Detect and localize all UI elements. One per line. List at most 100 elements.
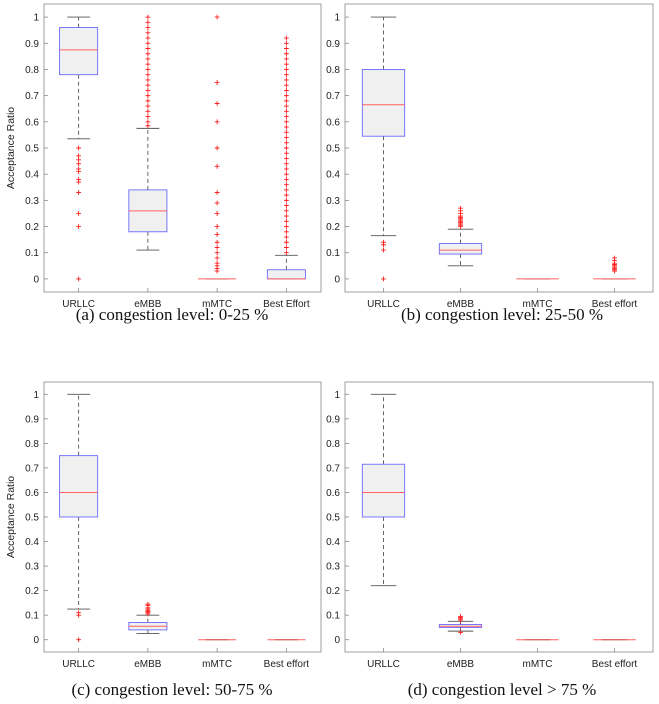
outlier-marker	[76, 179, 82, 185]
outlier-marker	[214, 211, 220, 216]
outlier-marker	[381, 242, 386, 248]
outlier-marker	[283, 56, 289, 62]
outlier-marker	[283, 213, 289, 219]
outlier-marker	[214, 101, 220, 106]
outlier-marker	[145, 35, 151, 41]
x-tick-label: eMBB	[447, 299, 475, 310]
y-tick-label: 0.6	[326, 117, 340, 128]
y-tick-label: 0.8	[326, 65, 340, 76]
box	[361, 69, 406, 137]
outlier-marker	[145, 46, 151, 51]
outlier-marker	[76, 276, 82, 282]
y-tick-label: 0.1	[326, 248, 340, 259]
outlier-marker	[283, 93, 289, 99]
x-tick-label: Best effort	[592, 299, 638, 310]
caption-c: (c) congestion level: 50-75 %	[71, 680, 272, 699]
y-tick-label: 0.7	[326, 91, 340, 102]
outlier-marker	[145, 30, 151, 36]
y-tick-label: 0.4	[326, 170, 340, 181]
caption-a: (a) congestion level: 0-25 %	[76, 305, 269, 324]
x-tick-label: URLLC	[367, 659, 400, 670]
outlier-marker	[145, 56, 151, 62]
x-tick-label: eMBB	[134, 659, 162, 670]
y-tick-label: 0.4	[25, 170, 39, 181]
outlier-marker	[283, 208, 289, 214]
y-tick-label: 1	[33, 390, 39, 401]
outlier-marker	[76, 211, 82, 216]
outlier-marker	[283, 98, 289, 104]
plot-frame	[344, 3, 654, 293]
y-tick-label: 0.2	[326, 222, 340, 233]
outlier-marker	[283, 35, 289, 41]
y-tick-label: 0.5	[25, 513, 39, 524]
outlier-marker	[76, 612, 82, 618]
y-tick-label: 0.1	[25, 248, 39, 259]
y-tick-label: 0	[334, 635, 340, 646]
outlier-marker	[381, 247, 386, 253]
box	[361, 463, 406, 518]
outlier-marker	[283, 171, 289, 177]
outlier-marker	[283, 72, 289, 78]
outlier-marker	[145, 611, 151, 617]
x-tick-label: URLLC	[367, 299, 400, 310]
outlier-marker	[145, 61, 151, 67]
outlier-marker	[283, 218, 289, 224]
x-tick-label: Best effort	[264, 659, 310, 670]
outlier-marker	[145, 93, 151, 99]
outlier-marker	[214, 255, 220, 261]
y-tick-label: 0.6	[25, 488, 39, 499]
outlier-marker	[283, 77, 289, 83]
outlier-marker	[283, 67, 289, 72]
outlier-marker	[214, 268, 220, 274]
y-tick-label: 1	[334, 390, 340, 401]
y-tick-label: 0.4	[326, 537, 340, 548]
outlier-marker	[145, 98, 151, 104]
outlier-marker	[214, 200, 220, 206]
y-tick-label: 0.7	[25, 91, 39, 102]
outlier-marker	[145, 51, 151, 57]
y-tick-label: 0.1	[25, 611, 39, 622]
outlier-marker	[145, 72, 151, 78]
outlier-marker	[283, 197, 289, 203]
x-tick-label: URLLC	[62, 659, 95, 670]
y-tick-label: 0.6	[25, 117, 39, 128]
outlier-marker	[458, 629, 463, 635]
x-tick-label: URLLC	[62, 299, 95, 310]
outlier-marker	[76, 161, 82, 167]
outlier-marker	[145, 25, 151, 30]
y-tick-label: 0	[334, 274, 340, 285]
caption-d: (d) congestion level > 75 %	[408, 680, 597, 699]
outlier-marker	[145, 108, 151, 114]
y-tick-label: 0.6	[326, 488, 340, 499]
y-tick-label: 1	[334, 13, 340, 24]
outlier-marker	[145, 88, 151, 93]
x-tick-label: eMBB	[134, 299, 162, 310]
outlier-marker	[283, 119, 289, 125]
outlier-marker	[145, 67, 151, 72]
outlier-marker	[283, 114, 289, 119]
outlier-marker	[283, 187, 289, 193]
outlier-marker	[283, 46, 289, 51]
outlier-marker	[381, 276, 386, 282]
outlier-marker	[283, 224, 289, 229]
y-tick-label: 0.3	[25, 562, 39, 573]
outlier-marker	[214, 80, 220, 85]
y-tick-label: 0.2	[25, 586, 39, 597]
y-tick-label: 0.5	[326, 513, 340, 524]
outlier-marker	[283, 145, 289, 151]
outlier-marker	[214, 145, 220, 151]
outlier-marker	[214, 163, 220, 169]
y-tick-label: 0.8	[25, 65, 39, 76]
outlier-marker	[283, 88, 289, 93]
outlier-marker	[283, 124, 289, 130]
outlier-marker	[76, 190, 82, 195]
y-tick-label: 0.1	[326, 611, 340, 622]
y-tick-label: 0.3	[326, 562, 340, 573]
outlier-marker	[145, 114, 151, 119]
outlier-marker	[76, 224, 82, 229]
outlier-marker	[283, 161, 289, 167]
x-tick-label: mMTC	[202, 299, 232, 310]
y-tick-label: 0.9	[326, 39, 340, 50]
outlier-marker	[283, 192, 289, 198]
outlier-marker	[283, 239, 289, 245]
